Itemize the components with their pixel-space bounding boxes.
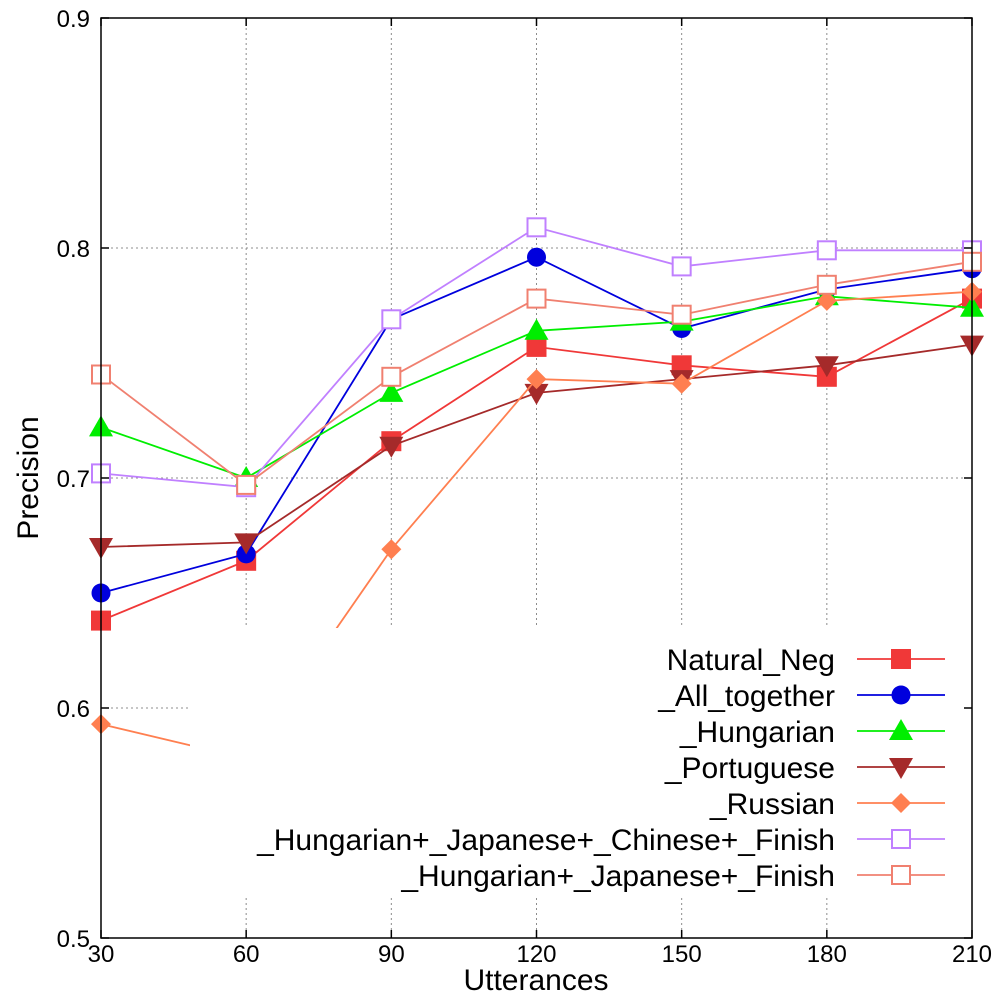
data-point <box>527 247 546 267</box>
series-4 <box>89 335 984 559</box>
data-point <box>381 539 402 560</box>
data-point <box>526 217 547 238</box>
x-axis-title: Utterances <box>463 964 608 997</box>
data-point <box>379 380 404 402</box>
data-point <box>234 533 259 555</box>
legend-entry: _Hungarian+_Japanese+_Finish <box>400 860 945 893</box>
data-point <box>381 366 402 387</box>
legend-label: _All_together <box>657 680 835 713</box>
data-point <box>524 383 549 405</box>
legend-marker <box>889 719 913 740</box>
data-point <box>379 436 404 458</box>
y-tick-label: 0.7 <box>57 466 90 493</box>
legend-entry: _All_together <box>657 680 945 713</box>
legend-marker <box>891 793 911 813</box>
legend-entry: _Portuguese <box>664 752 945 785</box>
data-point <box>526 369 547 390</box>
y-tick-label: 0.5 <box>57 926 90 953</box>
x-tick-label: 60 <box>233 941 260 968</box>
legend-marker <box>889 758 913 779</box>
data-point <box>524 318 549 340</box>
legend-label: _Russian <box>709 788 835 821</box>
y-axis-title: Precision <box>12 416 45 539</box>
series-layer <box>89 217 984 769</box>
y-tick-label: 0.6 <box>57 696 90 723</box>
legend-marker <box>891 829 911 849</box>
x-tick-label: 180 <box>807 941 847 968</box>
legend-entry: _Russian <box>709 788 945 821</box>
legend-background <box>190 628 965 896</box>
legend-label: Natural_Neg <box>667 644 835 677</box>
legend-marker <box>891 649 911 669</box>
legend-label: _Hungarian+_Japanese+_Chinese+_Finish <box>256 824 835 857</box>
data-point <box>236 474 257 495</box>
legend-entry: _Hungarian <box>679 716 945 749</box>
data-point <box>671 256 692 277</box>
y-tick-label: 0.9 <box>57 6 90 33</box>
data-point <box>526 288 547 309</box>
y-tick-label: 0.8 <box>57 236 90 263</box>
legend-label: _Hungarian <box>679 716 835 749</box>
legend: Natural_Neg_All_together_Hungarian_Portu… <box>256 644 945 893</box>
data-point <box>381 309 402 330</box>
legend-entry: _Hungarian+_Japanese+_Chinese+_Finish <box>256 824 945 857</box>
data-point <box>671 373 692 394</box>
data-point <box>816 240 837 261</box>
x-tick-label: 210 <box>952 941 992 968</box>
axis-ticks: 30 60 90 120 150 180 210 0.5 0.6 0.7 0.8 0.9 <box>57 6 992 968</box>
data-point <box>671 304 692 325</box>
legend-marker <box>891 685 911 705</box>
x-tick-label: 150 <box>662 941 702 968</box>
x-tick-label: 30 <box>88 941 115 968</box>
legend-entry: Natural_Neg <box>667 644 945 677</box>
data-point <box>816 274 837 295</box>
x-tick-label: 120 <box>516 941 556 968</box>
data-point <box>526 336 547 357</box>
data-point <box>816 290 837 311</box>
legend-label: _Hungarian+_Japanese+_Finish <box>400 860 835 893</box>
data-point <box>814 356 839 378</box>
legend-label: _Portuguese <box>664 752 835 785</box>
x-tick-label: 90 <box>378 941 405 968</box>
legend-marker <box>891 865 911 885</box>
